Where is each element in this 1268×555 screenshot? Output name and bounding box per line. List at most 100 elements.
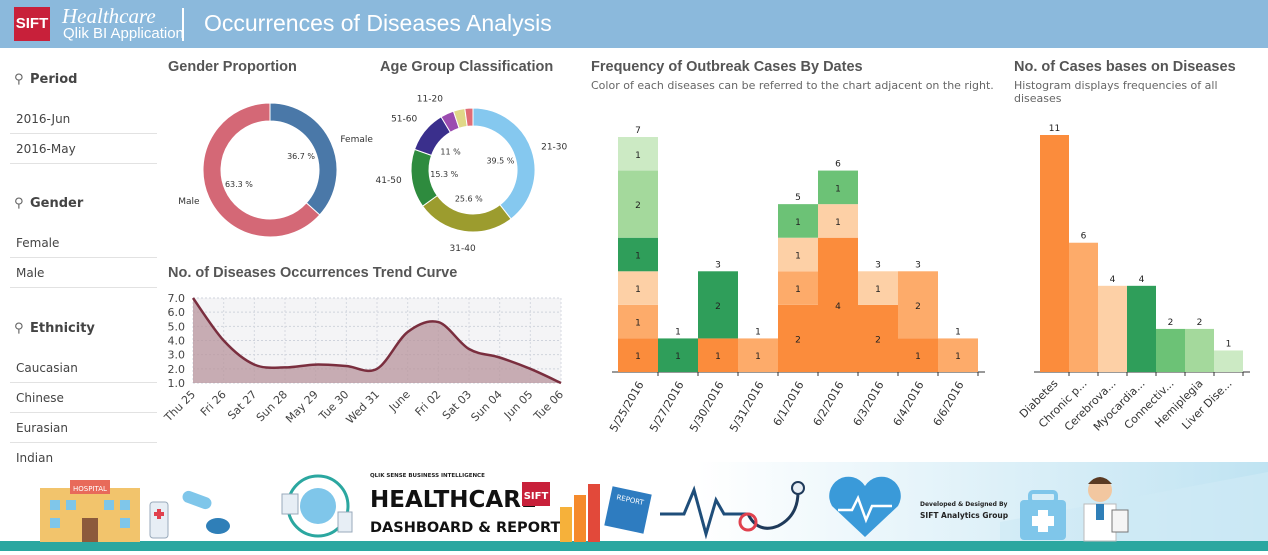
stacked-bar-segment [858,271,898,305]
gender-donut-chart[interactable]: 36.7 % Female 63.3 % Male [178,102,373,238]
bar-value-label: 4 [1110,275,1116,285]
stacked-bar-segment [898,271,938,339]
x-tick-label: 5/31/2016 [727,379,766,434]
footer-subtitle: QLIK SENSE BUSINESS INTELLIGENCE [370,473,485,479]
bar [1040,135,1069,372]
x-tick-label: Jun 05 [501,388,535,422]
segment-value-label: 2 [635,201,641,211]
gender-chart-title: Gender Proportion [168,59,297,75]
bar-total-label: 5 [795,193,801,203]
x-tick-label: Tue 06 [531,388,567,424]
cases-chart-title: No. of Cases bases on Diseases [1014,59,1236,75]
filter-item-ethnicity[interactable]: Eurasian [10,413,157,443]
stethoscope-icon [738,481,805,532]
bar-total-label: 1 [675,327,681,337]
search-icon: ⚲ [14,321,24,336]
filter-item-gender[interactable]: Male [10,258,157,288]
filter-header-gender[interactable]: ⚲ Gender [14,196,83,211]
bar [1127,285,1156,372]
cases-chart-subtitle: Histogram displays frequencies of all di… [1014,79,1218,105]
bar-value-label: 4 [1139,275,1145,285]
segment-value-label: 2 [875,335,881,345]
segment-value-label: 1 [835,218,841,228]
stacked-bar-segment [778,237,818,272]
filter-item-ethnicity[interactable]: Indian [10,443,157,462]
x-tick-label: 6/3/2016 [851,379,887,428]
x-tick-label: Wed 31 [344,388,383,427]
stacked-bar-segment [618,237,658,272]
stacked-bar-segment [818,237,858,372]
x-tick-label: 6/6/2016 [931,379,967,428]
x-tick-label: 5/30/2016 [687,379,726,434]
x-tick-label: Fri 26 [198,388,229,419]
segment-value-label: 1 [755,352,761,362]
freq-stacked-bar-chart[interactable]: 1 1 1 1 2 1 7 5/25/2016 1 1 5/27/2016 1 2 3 5/30/2016 1… [607,126,985,434]
filter-sidebar: ⚲ Period 2016-Jun 2016-May ⚲ Gender Female… [0,48,158,462]
stacked-bar-segment [778,304,818,372]
x-tick-label: Sat 27 [225,388,259,422]
trend-line [191,297,562,385]
heartbeat-icon [660,485,748,540]
segment-value-label: 1 [795,252,801,262]
bar-value-label: 1 [1226,339,1232,349]
header-divider [182,8,184,41]
donut-slice [202,102,321,238]
bar [1185,328,1214,372]
filter-item-period[interactable]: 2016-May [10,134,157,164]
x-tick-label: 6/1/2016 [771,379,807,428]
footer-banner: HOSPITAL QLIK SENSE BUSINESS INTELLIGENC… [0,462,1268,551]
age-chart-title: Age Group Classification [380,59,554,75]
age-donut-chart[interactable]: 39.5 % 21-30 25.6 % 31-40 15.3 % 41-50 11 % 51-… [376,95,568,255]
bar-value-label: 2 [1197,318,1203,328]
filter-label: Period [30,72,78,87]
x-tick-label: 6/2/2016 [811,379,847,428]
footer-badge: SIFT [524,491,549,502]
bar-total-label: 1 [955,327,961,337]
x-tick-label: June [386,388,413,415]
app-name-line1: Healthcare [62,4,156,28]
slice-category-label: Male [178,197,200,207]
segment-value-label: 2 [795,335,801,345]
filter-item-ethnicity[interactable]: Caucasian [10,353,157,383]
stacked-bar-segment [818,170,858,205]
x-tick-label: Sun 04 [468,388,504,424]
heart-pulse-icon [829,476,901,537]
filter-header-period[interactable]: ⚲ Period [14,72,77,87]
filter-item-ethnicity[interactable]: Chinese [10,383,157,413]
slice-value-label: 63.3 % [225,180,253,189]
segment-value-label: 4 [835,302,841,312]
freq-chart-subtitle: Color of each diseases can be referred t… [591,79,994,92]
stacked-bar-segment [658,338,698,372]
trend-area [193,298,561,383]
filter-header-ethnicity[interactable]: ⚲ Ethnicity [14,321,95,336]
freq-chart-title: Frequency of Outbreak Cases By Dates [591,59,863,75]
filter-item-period[interactable]: 2016-Jun [10,104,157,134]
slice-value-label: 25.6 % [455,195,483,204]
bar [1069,242,1098,372]
trend-chart-title: No. of Diseases Occurrences Trend Curve [168,265,458,281]
segment-value-label: 1 [635,252,641,262]
slice-category-label: 31-40 [450,244,476,254]
y-tick-label: 5.0 [168,320,186,333]
slice-category-label: 51-60 [391,114,417,124]
bar-total-label: 3 [915,260,921,270]
segment-value-label: 1 [635,319,641,329]
filter-item-gender[interactable]: Female [10,228,157,258]
footer-title-2: DASHBOARD & REPORTS [370,520,571,536]
x-tick-label: May 29 [283,388,321,426]
segment-value-label: 1 [795,218,801,228]
x-tick-label: 5/25/2016 [607,379,646,434]
bar [1214,350,1243,372]
segment-value-label: 1 [635,151,641,161]
pills-icon [149,490,230,539]
slice-value-label: 36.7 % [287,152,315,161]
search-icon: ⚲ [14,196,24,211]
slice-category-label: Female [340,135,373,145]
bar-total-label: 6 [835,160,841,170]
slice-value-label: 39.5 % [486,157,514,166]
report-chart-icon: REPORT [560,484,652,542]
x-tick-label: 5/27/2016 [647,379,686,434]
segment-value-label: 1 [915,352,921,362]
